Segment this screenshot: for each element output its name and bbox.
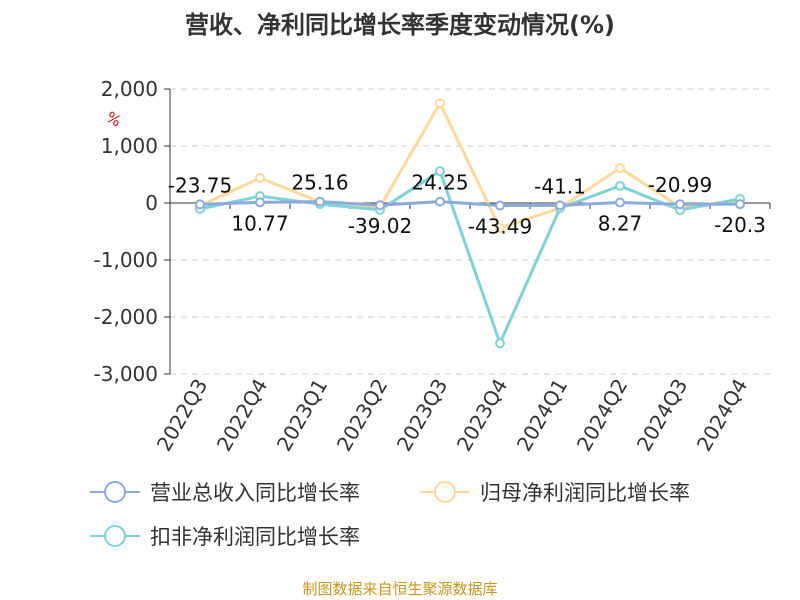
series-line [199,100,741,230]
x-tick-label: 2024Q2 [572,375,632,456]
x-tick-label: 2022Q4 [212,375,272,456]
legend-label: 归母净利润同比增长率 [480,481,690,505]
data-label: -23.75 [168,173,232,197]
data-point [315,196,325,207]
data-point [195,199,205,210]
data-point [495,200,505,211]
data-point [375,200,385,211]
legend-label: 营业总收入同比增长率 [150,481,360,505]
data-point [435,98,445,109]
data-point [555,200,565,211]
data-label: -20.99 [648,173,712,197]
legend-item[interactable]: 营业总收入同比增长率 [90,481,360,505]
series-line [199,200,741,207]
data-point [615,180,625,191]
chart-title: 营收、净利同比增长率季度变动情况(%) [185,11,615,39]
data-point [615,162,625,173]
y-axis-unit: % [103,108,124,131]
y-tick-label: 1,000 [101,134,158,158]
data-label: 8.27 [598,212,643,236]
y-tick-label: 0 [145,191,158,215]
x-tick-label: 2023Q1 [272,375,332,456]
x-tick-label: 2023Q3 [392,375,452,456]
y-tick-label: -2,000 [94,305,158,329]
data-point [255,197,265,208]
legend-label: 扣非净利润同比增长率 [150,525,360,549]
legend-item[interactable]: 归母净利润同比增长率 [420,481,690,505]
data-point [495,338,505,349]
data-point [675,199,685,210]
data-label: 24.25 [411,171,468,195]
data-point [255,172,265,183]
x-tick-label: 2024Q4 [692,375,752,456]
series-line [199,168,741,348]
legend-item[interactable]: 扣非净利润同比增长率 [90,525,360,549]
data-label: -43.49 [468,214,532,238]
x-tick-label: 2022Q3 [152,375,212,456]
x-tick-label: 2023Q4 [452,375,512,456]
data-point [735,199,745,210]
y-tick-label: 2,000 [101,77,158,101]
data-point [435,166,445,177]
legend-marker [434,481,456,503]
data-label: -39.02 [348,214,412,238]
x-tick-label: 2024Q1 [512,375,572,456]
y-tick-label: -3,000 [94,362,158,386]
data-label: 25.16 [291,171,348,195]
data-point [615,197,625,208]
data-point [435,196,445,207]
x-tick-label: 2023Q2 [332,375,392,456]
data-point [495,223,505,234]
legend-marker [104,481,126,503]
y-tick-label: -1,000 [94,248,158,272]
data-label: -20.3 [714,213,766,237]
data-label: -41.1 [534,174,586,198]
x-tick-label: 2024Q3 [632,375,692,456]
legend-marker [104,525,126,547]
data-label: 10.77 [231,211,288,235]
source-note: 制图数据来自恒生聚源数据库 [302,580,497,598]
